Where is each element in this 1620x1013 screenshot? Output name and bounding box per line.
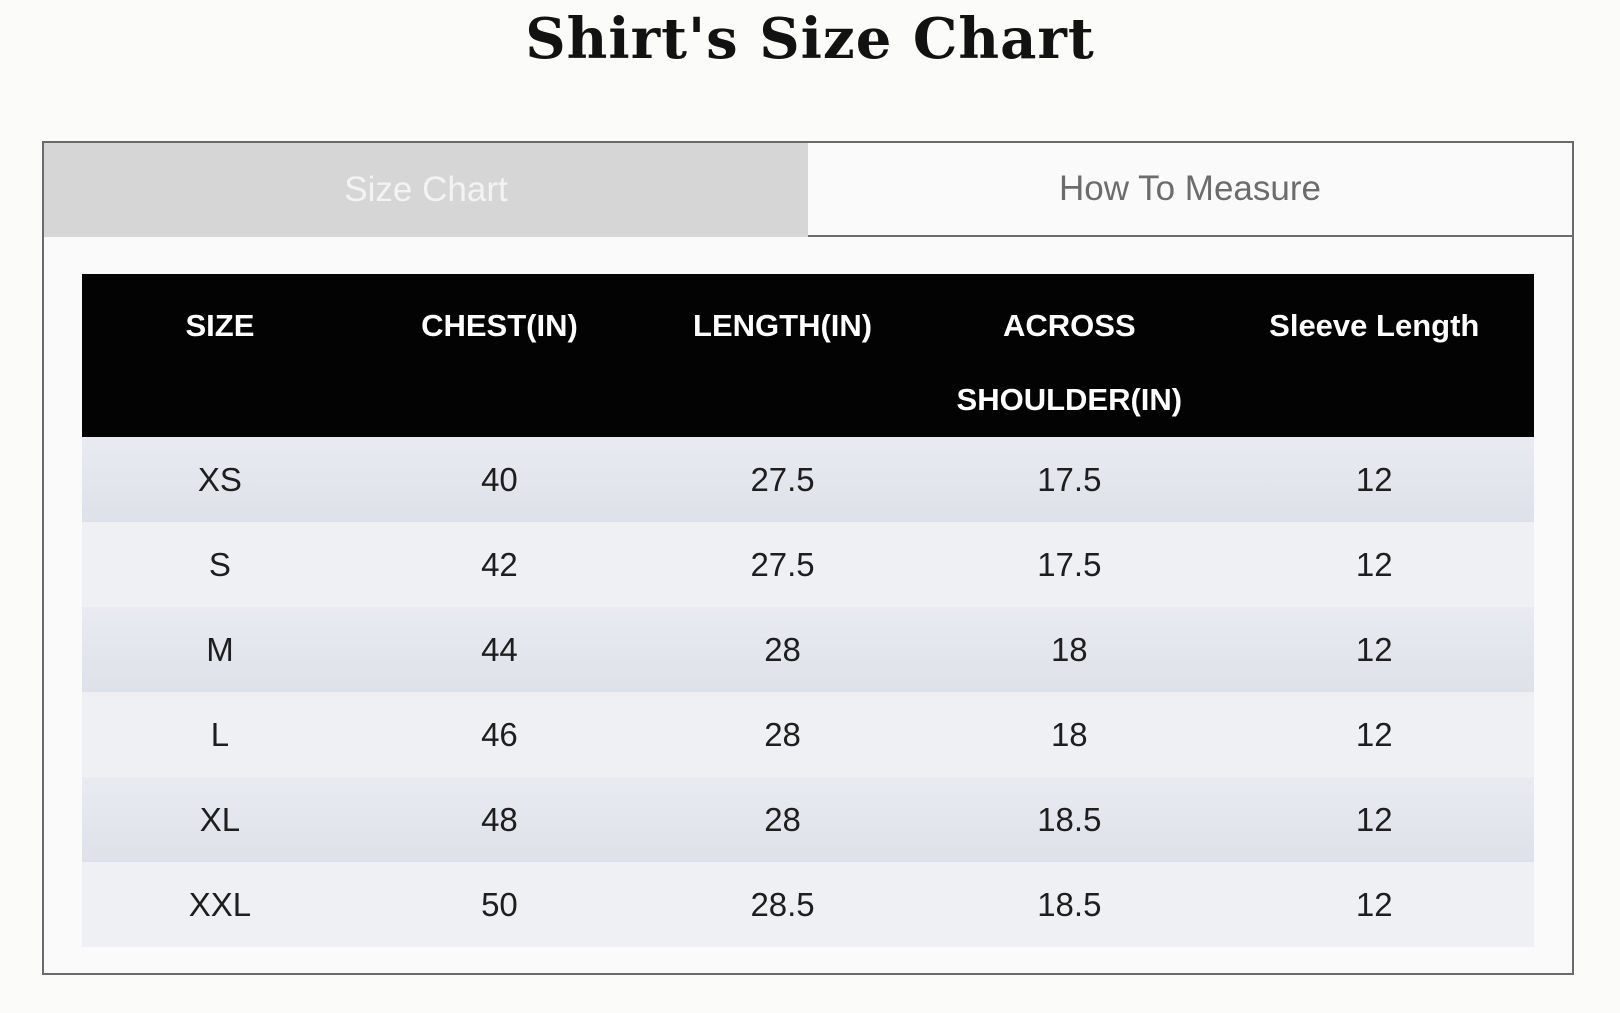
cell-across-shoulder: 18.5: [924, 862, 1215, 947]
col-header-across-shoulder: ACROSS SHOULDER(IN): [924, 274, 1215, 437]
cell-sleeve-length: 12: [1214, 777, 1534, 862]
cell-size: XXL: [82, 862, 358, 947]
cell-across-shoulder: 18: [924, 607, 1215, 692]
cell-across-shoulder: 17.5: [924, 437, 1215, 522]
table-row-l: L 46 28 18 12: [82, 692, 1534, 777]
table-row-xl: XL 48 28 18.5 12: [82, 777, 1534, 862]
cell-chest: 44: [357, 607, 641, 692]
size-table: SIZE CHEST(IN) LENGTH(IN) ACROSS SHOULDE…: [82, 274, 1534, 947]
cell-length: 28.5: [641, 862, 925, 947]
cell-chest: 46: [357, 692, 641, 777]
tab-size-chart-label: Size Chart: [344, 170, 508, 209]
tab-size-chart[interactable]: Size Chart: [44, 143, 808, 237]
page-title: Shirt's Size Chart: [525, 6, 1095, 72]
size-table-header: SIZE CHEST(IN) LENGTH(IN) ACROSS SHOULDE…: [82, 274, 1534, 437]
tab-how-to-measure-label: How To Measure: [1059, 169, 1321, 208]
tab-how-to-measure[interactable]: How To Measure: [808, 143, 1572, 237]
cell-sleeve-length: 12: [1214, 437, 1534, 522]
cell-chest: 42: [357, 522, 641, 607]
cell-sleeve-length: 12: [1214, 522, 1534, 607]
tab-bar: Size Chart How To Measure: [44, 143, 1572, 237]
table-row-s: S 42 27.5 17.5 12: [82, 522, 1534, 607]
cell-across-shoulder: 18.5: [924, 777, 1215, 862]
cell-length: 28: [641, 777, 925, 862]
size-chart-panel: Size Chart How To Measure SIZE CHEST(IN)…: [42, 141, 1574, 975]
tab-content: SIZE CHEST(IN) LENGTH(IN) ACROSS SHOULDE…: [44, 237, 1572, 947]
cell-chest: 50: [357, 862, 641, 947]
size-table-body: XS 40 27.5 17.5 12 S 42 27.5 17.5 12 M 4…: [82, 437, 1534, 947]
cell-sleeve-length: 12: [1214, 607, 1534, 692]
table-row-xs: XS 40 27.5 17.5 12: [82, 437, 1534, 522]
cell-size: XS: [82, 437, 358, 522]
cell-across-shoulder: 17.5: [924, 522, 1215, 607]
table-row-m: M 44 28 18 12: [82, 607, 1534, 692]
cell-across-shoulder: 18: [924, 692, 1215, 777]
col-header-size: SIZE: [82, 274, 358, 437]
cell-sleeve-length: 12: [1214, 692, 1534, 777]
cell-chest: 40: [357, 437, 641, 522]
cell-size: L: [82, 692, 358, 777]
cell-size: XL: [82, 777, 358, 862]
cell-length: 27.5: [641, 437, 925, 522]
col-header-sleeve-length: Sleeve Length: [1214, 274, 1534, 437]
cell-sleeve-length: 12: [1214, 862, 1534, 947]
col-header-length: LENGTH(IN): [641, 274, 925, 437]
cell-length: 27.5: [641, 522, 925, 607]
col-header-chest: CHEST(IN): [357, 274, 641, 437]
cell-size: S: [82, 522, 358, 607]
cell-length: 28: [641, 607, 925, 692]
cell-length: 28: [641, 692, 925, 777]
cell-chest: 48: [357, 777, 641, 862]
header-row: SIZE CHEST(IN) LENGTH(IN) ACROSS SHOULDE…: [82, 274, 1534, 437]
cell-size: M: [82, 607, 358, 692]
table-row-xxl: XXL 50 28.5 18.5 12: [82, 862, 1534, 947]
